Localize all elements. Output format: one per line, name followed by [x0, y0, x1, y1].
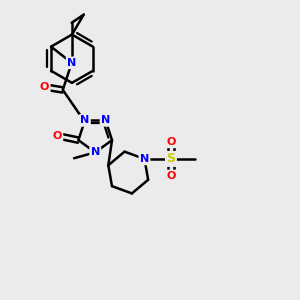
Text: N: N — [67, 58, 76, 68]
Text: O: O — [166, 171, 176, 181]
Text: N: N — [140, 154, 149, 164]
Text: N: N — [91, 147, 100, 158]
Text: O: O — [166, 137, 176, 147]
Text: N: N — [80, 116, 89, 125]
Text: N: N — [101, 116, 110, 125]
Text: O: O — [52, 131, 62, 141]
Text: S: S — [167, 152, 176, 165]
Text: O: O — [40, 82, 49, 92]
